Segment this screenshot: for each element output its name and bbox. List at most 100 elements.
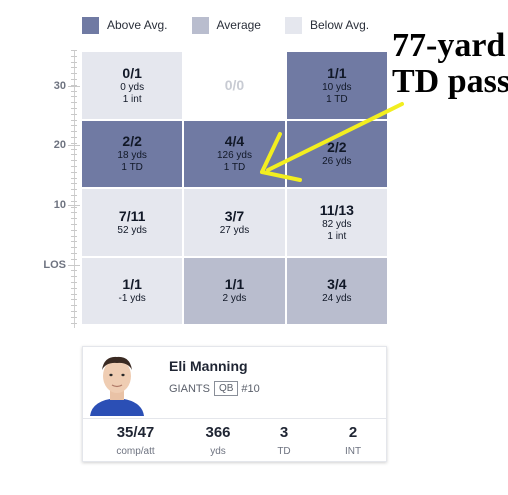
minor-tick — [71, 235, 77, 237]
player-team: GIANTS — [169, 382, 210, 395]
zone-yards: 27 yds — [219, 224, 250, 236]
card-divider — [83, 418, 386, 419]
minor-tick — [71, 55, 77, 57]
minor-tick — [71, 195, 77, 196]
zone-extra: 1 TD — [326, 93, 348, 105]
pass-zone-grid: 0/1 0 yds 1 int 0/0 1/1 10 yds 1 TD 2/2 18 yds 1 … — [82, 52, 387, 324]
zone-completions: 7/11 — [118, 207, 146, 224]
zone-completions: 11/13 — [319, 201, 354, 218]
zone-cell: 3/4 24 yds — [286, 257, 387, 324]
minor-tick — [71, 229, 77, 231]
stat-label: INT — [344, 446, 362, 457]
minor-tick — [71, 247, 77, 249]
tick-label-20: 20 — [53, 139, 66, 151]
zone-yards: 52 yds — [117, 224, 147, 236]
stat-value: 2 — [348, 424, 358, 441]
minor-tick — [71, 258, 77, 260]
minor-tick — [71, 183, 77, 185]
minor-tick — [71, 73, 77, 75]
zone-completions: 0/0 — [224, 76, 245, 93]
minor-tick — [71, 189, 77, 191]
legend-label-above-avg: Above Avg. — [107, 18, 168, 32]
minor-tick — [71, 84, 77, 86]
player-name[interactable]: Eli Manning — [169, 358, 248, 374]
zone-cell: 1/1 2 yds — [184, 257, 285, 324]
minor-tick — [71, 322, 77, 324]
zone-yards: 18 yds — [117, 150, 147, 162]
major-tick-los — [68, 265, 80, 266]
minor-tick — [71, 119, 77, 121]
stat-label: TD — [277, 446, 291, 457]
minor-tick — [71, 137, 77, 138]
tick-label-los: LOS — [43, 259, 66, 271]
stat-label: comp/att — [116, 446, 155, 457]
zone-cell: 1/1 -1 yds — [82, 257, 183, 324]
minor-tick — [71, 125, 77, 127]
minor-tick — [71, 276, 77, 278]
zone-cell: 11/13 82 yds 1 int — [286, 189, 387, 256]
major-tick-10 — [68, 205, 80, 206]
minor-tick — [71, 142, 77, 144]
minor-tick — [71, 270, 77, 272]
minor-tick — [71, 160, 77, 162]
player-meta: GIANTS QB #10 — [169, 381, 260, 396]
zone-cell: 3/7 27 yds — [184, 189, 285, 256]
legend-swatch-below-avg — [284, 16, 302, 34]
zone-completions: 1/1 — [327, 64, 347, 81]
minor-tick — [71, 96, 77, 98]
legend: Above Avg. Average Below Avg. — [82, 16, 393, 34]
minor-tick — [71, 293, 77, 295]
minor-tick — [71, 177, 77, 179]
minor-tick — [71, 166, 77, 167]
zone-cell: 1/1 10 yds 1 TD — [286, 52, 387, 119]
player-position-badge: QB — [213, 381, 239, 396]
zone-yards: -1 yds — [118, 293, 146, 305]
minor-tick — [71, 241, 77, 243]
minor-tick — [71, 253, 77, 254]
legend-item-above-avg: Above Avg. — [82, 16, 168, 34]
major-tick-30 — [68, 86, 80, 87]
minor-tick — [71, 299, 77, 301]
stat-label: yds — [210, 446, 226, 457]
zone-cell: 4/4 126 yds 1 TD — [184, 120, 285, 187]
zone-yards: 10 yds — [322, 81, 352, 93]
tick-label-10: 10 — [53, 199, 66, 211]
stat-yds: 366 yds — [188, 424, 248, 457]
player-stats: 35/47 comp/att 366 yds 3 TD 2 INT — [83, 424, 386, 457]
minor-tick — [71, 67, 77, 69]
player-photo — [84, 348, 150, 416]
minor-tick — [71, 287, 77, 289]
legend-item-average: Average — [191, 16, 261, 34]
minor-tick — [71, 148, 77, 150]
legend-label-below-avg: Below Avg. — [309, 18, 370, 32]
zone-completions: 1/1 — [122, 276, 142, 293]
zone-yards: 26 yds — [322, 156, 352, 168]
annotation-line-1: 77-yard — [392, 27, 506, 64]
zone-cell: 2/2 26 yds — [286, 120, 387, 187]
minor-tick — [71, 311, 77, 312]
zone-cell: 0/1 0 yds 1 int — [82, 52, 183, 119]
zone-yards: 82 yds — [322, 218, 352, 230]
zone-cell: 2/2 18 yds 1 TD — [82, 120, 183, 187]
tick-label-30: 30 — [53, 80, 66, 92]
zone-completions: 3/7 — [224, 207, 245, 224]
axis-line — [74, 50, 75, 328]
minor-tick — [71, 212, 77, 214]
zone-yards: 0 yds — [120, 81, 145, 93]
stat-value: 3 — [279, 424, 289, 441]
minor-tick — [71, 131, 77, 133]
annotation-text: 77-yard TD pass — [392, 28, 508, 100]
zone-yards: 24 yds — [322, 293, 352, 305]
legend-swatch-above-avg — [82, 16, 99, 34]
yard-axis: 30 20 10 LOS — [40, 50, 80, 330]
minor-tick — [71, 108, 77, 109]
legend-item-below-avg: Below Avg. — [284, 16, 370, 34]
annotation-line-2: TD pass — [392, 63, 508, 100]
zone-extra: 1 TD — [121, 162, 143, 174]
player-card: Eli Manning GIANTS QB #10 35/47 comp/att… — [82, 346, 387, 462]
legend-swatch-average — [191, 16, 209, 34]
legend-label-average: Average — [216, 18, 261, 32]
zone-cell: 7/11 52 yds — [82, 189, 183, 256]
zone-completions: 0/1 — [122, 64, 142, 81]
zone-cell: 0/0 — [184, 52, 285, 119]
